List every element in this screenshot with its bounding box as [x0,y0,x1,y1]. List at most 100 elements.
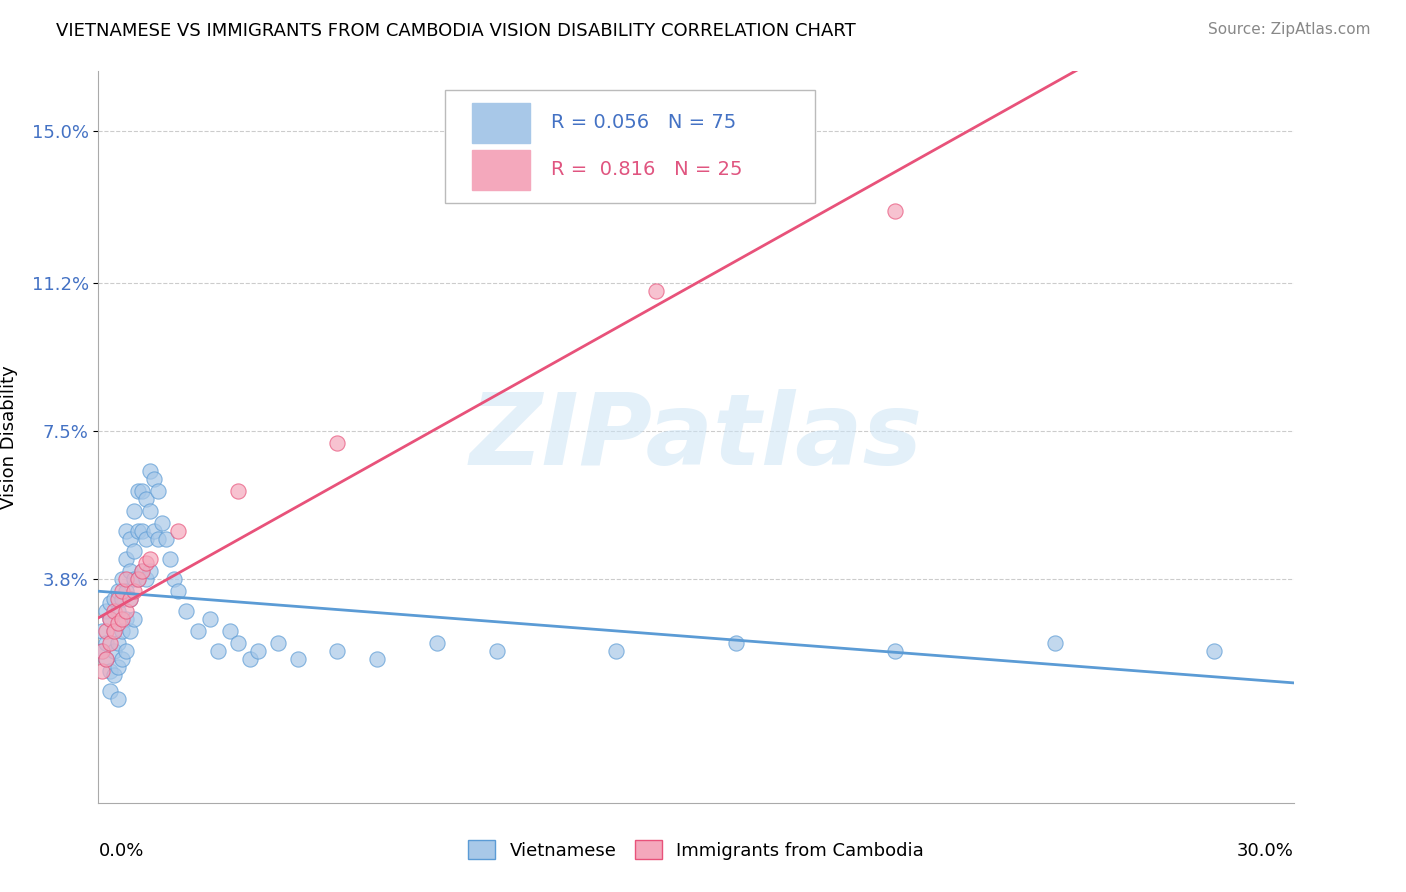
Point [107,615,129,630]
Point [135,556,157,570]
Point [131,524,153,538]
Point [884,644,907,658]
Point [884,204,907,219]
Point [103,624,125,638]
Point [605,644,627,658]
Legend: Vietnamese, Immigrants from Cambodia: Vietnamese, Immigrants from Cambodia [461,833,931,867]
Point [91,644,114,658]
Point [103,624,125,638]
Point [124,584,146,599]
Point [115,612,138,626]
Point [485,644,508,658]
Point [426,636,449,650]
Point [107,691,129,706]
Point [115,572,138,586]
Point [96,652,118,666]
Point [135,491,157,506]
Bar [472,103,530,143]
Text: 0.0%: 0.0% [98,842,143,860]
Point [96,652,118,666]
Point [96,624,118,638]
Point [239,652,262,666]
Point [124,504,146,518]
Point [98,612,122,626]
Point [115,552,138,566]
Point [120,591,142,606]
Point [107,584,129,599]
Point [127,483,149,498]
Point [115,524,138,538]
Point [120,624,142,638]
Point [174,604,197,618]
FancyBboxPatch shape [446,90,815,203]
Point [124,612,146,626]
Point [366,652,388,666]
Point [111,612,134,626]
Point [107,604,129,618]
Point [198,612,221,626]
Point [111,624,134,638]
Point [167,584,190,599]
Point [124,572,146,586]
Point [148,532,170,546]
Text: 30.0%: 30.0% [1237,842,1294,860]
Point [124,544,146,558]
Point [724,636,747,650]
Text: Source: ZipAtlas.com: Source: ZipAtlas.com [1208,22,1371,37]
Point [127,572,149,586]
Point [96,636,118,650]
Point [111,584,134,599]
Point [98,596,122,610]
Point [127,524,149,538]
Point [159,552,181,566]
Point [107,660,129,674]
Point [143,472,166,486]
Point [139,504,162,518]
Point [326,644,349,658]
Point [143,524,166,538]
Point [120,564,142,578]
Point [103,591,125,606]
Point [131,564,153,578]
Point [163,572,186,586]
Point [120,591,142,606]
Point [98,612,122,626]
Point [103,644,125,658]
Point [115,644,138,658]
Point [107,636,129,650]
Point [107,591,129,606]
Point [167,524,190,538]
Y-axis label: Vision Disability: Vision Disability [0,365,18,509]
Point [219,624,242,638]
Point [135,572,157,586]
Point [91,644,114,658]
Point [139,552,162,566]
Point [135,532,157,546]
Point [139,564,162,578]
Point [120,532,142,546]
Point [91,624,114,638]
Text: ZIPatlas: ZIPatlas [470,389,922,485]
Point [287,652,309,666]
Text: R =  0.816   N = 25: R = 0.816 N = 25 [551,161,742,179]
Point [127,572,149,586]
Point [115,584,138,599]
Point [98,636,122,650]
Point [139,464,162,478]
Point [155,532,177,546]
Point [148,483,170,498]
Point [226,636,249,650]
Point [207,644,229,658]
Point [111,591,134,606]
Point [98,684,122,698]
Text: R = 0.056   N = 75: R = 0.056 N = 75 [551,113,737,133]
Point [187,624,209,638]
Point [267,636,290,650]
Point [246,644,269,658]
Point [645,284,668,298]
Point [103,668,125,682]
Point [115,604,138,618]
Point [226,483,249,498]
Point [91,664,114,678]
Point [98,664,122,678]
